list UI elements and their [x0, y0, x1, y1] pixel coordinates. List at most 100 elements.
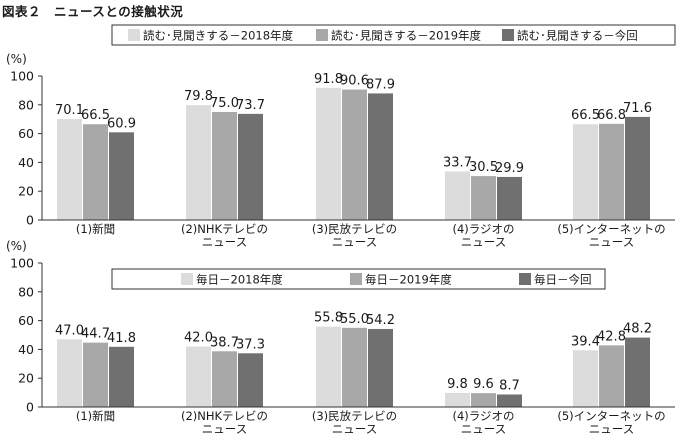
bar-5-series-2 [599, 345, 624, 407]
bar-1-series-3 [109, 132, 134, 220]
bar-5-series-1 [573, 124, 598, 220]
bar-3-series-3 [368, 328, 393, 407]
x-category-label: (2)NHKテレビの [181, 409, 268, 423]
bar-3-series-3 [368, 93, 393, 220]
bar-4-series-1 [445, 171, 470, 220]
legend-entry-2: 毎日－2019年度 [365, 273, 452, 287]
data-label: 55.0 [340, 312, 369, 327]
data-label: 87.9 [366, 77, 395, 92]
legend-swatch-3 [519, 273, 531, 285]
legend-entry-1: 読む･見聞きする－2018年度 [143, 29, 294, 43]
bar-2-series-3 [238, 113, 263, 220]
bar-5-series-2 [599, 123, 624, 220]
bar-1-series-2 [83, 124, 108, 220]
y-tick-label: 80 [18, 97, 34, 112]
data-label: 37.3 [236, 337, 265, 352]
x-category-label: (4)ラジオの [452, 222, 514, 236]
legend-entry-1: 毎日－2018年度 [196, 273, 283, 287]
data-label: 54.2 [366, 313, 395, 328]
x-category-label: (2)NHKテレビの [181, 222, 268, 236]
bar-2-series-1 [186, 346, 211, 407]
legend: 読む･見聞きする－2018年度 読む･見聞きする－2019年度 読む･見聞きする－今… [111, 24, 676, 46]
bar-5-series-3 [625, 337, 650, 407]
bar-4-series-3 [497, 176, 522, 220]
bar-2-series-2 [212, 112, 237, 220]
legend: 毎日－2018年度 毎日－2019年度 毎日－今回 [111, 268, 606, 290]
x-category-label: ニュース [589, 422, 634, 436]
y-tick-label: 100 [10, 256, 34, 271]
x-category-label: (1)新聞 [76, 409, 115, 423]
bar-3-series-1 [316, 326, 341, 407]
data-label: 9.8 [447, 377, 468, 392]
data-label: 9.6 [473, 377, 494, 392]
data-label: 60.9 [107, 116, 136, 131]
legend-entry-2: 読む･見聞きする－2019年度 [331, 29, 482, 43]
data-label: 73.7 [236, 98, 265, 113]
data-label: 8.7 [499, 378, 520, 393]
bar-2-series-2 [212, 351, 237, 407]
y-tick-label: 40 [18, 155, 34, 170]
bar-5-series-1 [573, 350, 598, 407]
x-category-label: (3)民放テレビの [312, 409, 397, 423]
bar-4-series-2 [471, 176, 496, 220]
bar-1-series-3 [109, 346, 134, 407]
bar-3-series-2 [342, 89, 367, 220]
legend-swatch-3 [502, 29, 514, 41]
data-label: 39.4 [571, 334, 600, 349]
legend-swatch-1 [181, 273, 193, 285]
chart-2: (%) 0 20 40 60 80 100 47.0 42.0 55.8 9.8 39.4 44.7 38… [6, 239, 675, 436]
y-tick-label: 40 [18, 342, 34, 357]
data-label: 29.9 [495, 161, 524, 176]
x-category-label: ニュース [332, 235, 377, 249]
y-tick-label: 60 [18, 313, 34, 328]
bar-1-series-2 [83, 342, 108, 407]
bar-1-series-1 [57, 339, 82, 407]
data-label: 79.8 [184, 89, 213, 104]
x-category-label: ニュース [332, 422, 377, 436]
x-category-label: (1)新聞 [76, 222, 115, 236]
x-category-label: ニュース [202, 235, 247, 249]
bar-3-series-1 [316, 87, 341, 220]
y-tick-label: 100 [10, 69, 34, 84]
x-category-label: (5)インターネットの [557, 222, 665, 236]
legend-swatch-1 [128, 29, 140, 41]
bar-2-series-1 [186, 105, 211, 220]
legend-swatch-2 [350, 273, 362, 285]
x-category-label: ニュース [202, 422, 247, 436]
data-label: 75.0 [210, 96, 239, 111]
y-tick-label: 20 [18, 184, 34, 199]
y-tick-label: 20 [18, 371, 34, 386]
bar-2-series-3 [238, 353, 263, 407]
legend-box [111, 24, 676, 46]
legend-entry-3: 読む･見聞きする－今回 [517, 29, 638, 43]
y-tick-label: 60 [18, 126, 34, 141]
x-category-label: (4)ラジオの [452, 409, 514, 423]
bar-5-series-3 [625, 116, 650, 220]
y-tick-label: 80 [18, 284, 34, 299]
x-category-label: ニュース [461, 422, 506, 436]
data-label: 70.1 [55, 103, 84, 118]
y-tick-label: 0 [26, 213, 34, 228]
data-label: 48.2 [623, 322, 652, 337]
data-label: 66.8 [597, 108, 626, 123]
data-label: 41.8 [107, 331, 136, 346]
bar-4-series-2 [471, 393, 496, 407]
data-label: 55.8 [314, 311, 343, 326]
data-label: 30.5 [469, 160, 498, 175]
data-label: 90.6 [340, 74, 369, 89]
data-label: 42.0 [184, 331, 213, 346]
data-label: 91.8 [314, 72, 343, 87]
data-label: 33.7 [443, 155, 472, 170]
x-category-label: (5)インターネットの [557, 409, 665, 423]
data-label: 66.5 [81, 108, 110, 123]
legend-swatch-2 [316, 29, 328, 41]
data-label: 42.8 [597, 329, 626, 344]
data-label: 47.0 [55, 323, 84, 338]
legend-entry-3: 毎日－今回 [534, 273, 592, 287]
x-category-label: ニュース [461, 235, 506, 249]
x-category-label: (3)民放テレビの [312, 222, 397, 236]
data-label: 44.7 [81, 327, 110, 342]
figure-title: 図表２ ニュースとの接触状況 [2, 4, 184, 19]
